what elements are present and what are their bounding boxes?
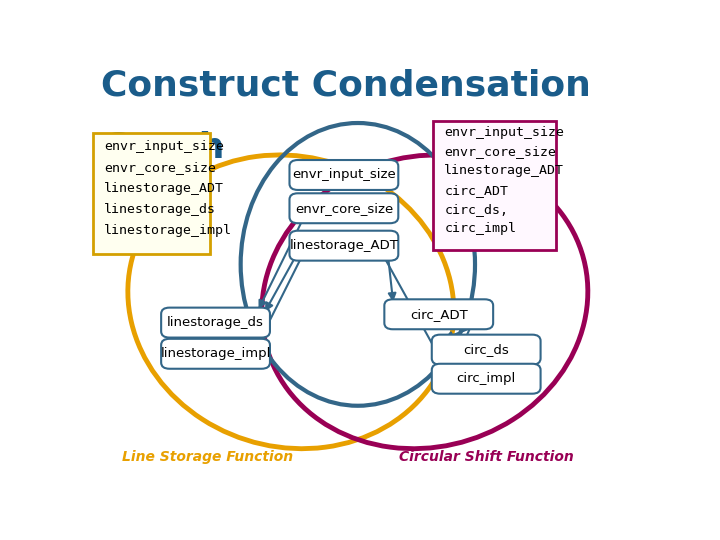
Text: Construct Condensation: Construct Condensation [101, 69, 591, 103]
FancyBboxPatch shape [432, 335, 541, 365]
Text: linestorage_ds: linestorage_ds [167, 316, 264, 329]
Text: envr_input_size: envr_input_size [104, 139, 224, 153]
FancyBboxPatch shape [93, 133, 210, 254]
Text: Circular Shift Function: Circular Shift Function [399, 450, 574, 464]
Text: circ_ADT: circ_ADT [444, 184, 508, 197]
Text: Line Storage Function: Line Storage Function [122, 450, 293, 464]
FancyBboxPatch shape [433, 121, 556, 250]
FancyBboxPatch shape [161, 308, 270, 338]
Text: envr_core_size: envr_core_size [104, 161, 216, 174]
Text: linestorage_ADT: linestorage_ADT [289, 239, 398, 252]
Text: linestorage_ADT: linestorage_ADT [104, 182, 224, 195]
Text: linestorage_ds: linestorage_ds [104, 203, 216, 216]
Text: envr_input_size: envr_input_size [292, 168, 396, 181]
Text: linestorage_impl: linestorage_impl [104, 224, 232, 237]
Text: linestorage_impl: linestorage_impl [161, 347, 271, 360]
Text: circ_ds,: circ_ds, [444, 203, 508, 216]
FancyBboxPatch shape [161, 339, 270, 369]
FancyBboxPatch shape [289, 160, 398, 190]
Text: circ_impl: circ_impl [444, 222, 516, 235]
FancyBboxPatch shape [384, 299, 493, 329]
Text: circ_ds: circ_ds [463, 343, 509, 356]
Text: Graph: Graph [101, 131, 225, 165]
Text: envr_core_size: envr_core_size [444, 145, 557, 158]
Text: circ_ADT: circ_ADT [410, 308, 467, 321]
FancyBboxPatch shape [289, 193, 398, 223]
Text: linestorage_ADT: linestorage_ADT [444, 165, 564, 178]
Text: envr_core_size: envr_core_size [294, 202, 393, 215]
FancyBboxPatch shape [432, 364, 541, 394]
FancyBboxPatch shape [289, 231, 398, 261]
Text: circ_impl: circ_impl [456, 372, 516, 385]
Text: envr_input_size: envr_input_size [444, 126, 564, 139]
